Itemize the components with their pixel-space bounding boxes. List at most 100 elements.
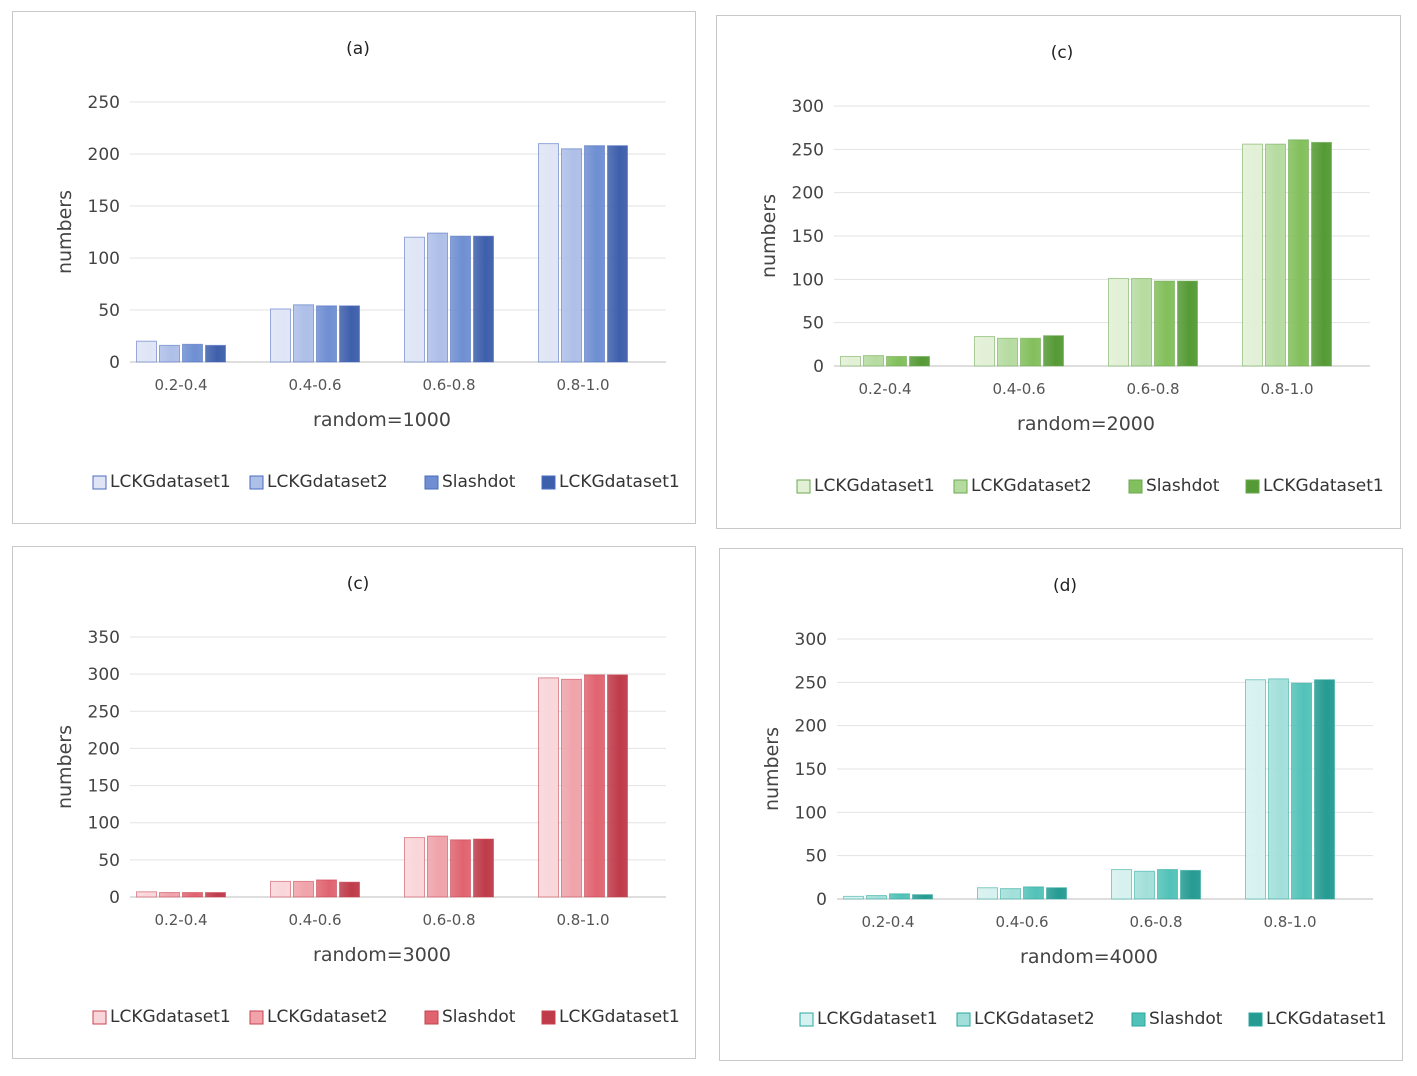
legend-swatch <box>249 475 264 490</box>
bar-lckgdataset1-0.2-0.4 <box>136 891 157 898</box>
bar-lckgdataset1-0.6-0.8 <box>404 837 425 898</box>
legend-swatch <box>1245 479 1260 494</box>
bar-lckgdataset2-0.4-0.6 <box>293 880 314 898</box>
bar-lckgdataset1-0.4-0.6 <box>974 336 995 367</box>
bar-slashdot-0.6-0.8 <box>1157 869 1178 900</box>
y-axis-label: numbers <box>758 194 780 278</box>
chart-panel-c-3000: (c) 0 50 100 150 200 250 300 350 numbers 0.2-0.4 0.… <box>12 546 696 1059</box>
x-category-label: 0.4-0.6 <box>995 913 1048 931</box>
y-tick-label: 250 <box>792 140 824 160</box>
x-category-label: 0.2-0.4 <box>861 913 914 931</box>
bar-chart-c-3000: (c) 0 50 100 150 200 250 300 350 numbers 0.2-0.4 0.… <box>54 574 680 1027</box>
bar-lckgdataset1-0.4-0.6 <box>1043 335 1064 367</box>
legend-label: LCKGdataset2 <box>974 1009 1095 1029</box>
legend-label: LCKGdataset1 <box>110 1007 231 1027</box>
chart-title: (c) <box>1051 43 1074 63</box>
legend-swatch <box>424 1010 439 1025</box>
legend-label: Slashdot <box>442 1007 516 1027</box>
bar-chart-c-2000: (c) 0 50 100 150 200 250 300 numbers 0.2-0.4 0.4-0… <box>758 43 1384 496</box>
bar-lckgdataset1-0.2-0.4 <box>205 344 226 363</box>
legend-swatch <box>1128 479 1143 494</box>
y-tick-label: 50 <box>98 301 120 321</box>
x-category-label: 0.8-1.0 <box>556 376 609 394</box>
legend-label: LCKGdataset1 <box>559 1007 680 1027</box>
y-tick-label: 150 <box>88 197 120 217</box>
y-tick-label: 100 <box>88 249 120 269</box>
legend-label: LCKGdataset1 <box>110 472 231 492</box>
bar-lckgdataset2-0.4-0.6 <box>997 337 1018 367</box>
x-axis-label: random=2000 <box>1017 413 1155 435</box>
legend-swatch <box>956 1012 971 1027</box>
legend-label: LCKGdataset1 <box>1263 476 1384 496</box>
bar-lckgdataset1-0.8-1.0 <box>607 674 628 898</box>
chart-panel-c-2000: (c) 0 50 100 150 200 250 300 numbers 0.2-0.4 0.4-0… <box>716 15 1401 529</box>
y-tick-label: 50 <box>802 314 824 334</box>
bar-lckgdataset1-0.4-0.6 <box>270 880 291 898</box>
bar-lckgdataset2-0.2-0.4 <box>863 355 884 367</box>
bar-lckgdataset2-0.4-0.6 <box>293 304 314 363</box>
y-tick-label: 50 <box>98 851 120 871</box>
x-category-label: 0.8-1.0 <box>556 911 609 929</box>
bar-lckgdataset1-0.4-0.6 <box>339 305 360 363</box>
y-tick-label: 150 <box>795 760 827 780</box>
bar-lckgdataset1-0.8-1.0 <box>1242 143 1263 367</box>
legend-label: LCKGdataset1 <box>814 476 935 496</box>
bar-lckgdataset2-0.6-0.8 <box>1131 277 1152 367</box>
bar-lckgdataset1-0.6-0.8 <box>404 236 425 363</box>
bar-slashdot-0.2-0.4 <box>182 892 203 898</box>
bar-lckgdataset1-0.8-1.0 <box>1311 141 1332 367</box>
legend-swatch <box>249 1010 264 1025</box>
bar-lckgdataset1-0.2-0.4 <box>205 892 226 898</box>
x-category-label: 0.2-0.4 <box>154 911 207 929</box>
y-tick-label: 250 <box>88 702 120 722</box>
bar-lckgdataset1-0.2-0.4 <box>843 895 864 900</box>
y-tick-label: 100 <box>88 814 120 834</box>
bar-lckgdataset1-0.6-0.8 <box>1108 277 1129 367</box>
legend-label: LCKGdataset1 <box>1266 1009 1387 1029</box>
bar-lckgdataset1-0.2-0.4 <box>840 355 861 367</box>
y-tick-label: 50 <box>805 847 827 867</box>
y-tick-label: 200 <box>88 145 120 165</box>
bar-lckgdataset1-0.4-0.6 <box>270 308 291 363</box>
bar-slashdot-0.4-0.6 <box>1023 886 1044 900</box>
bar-lckgdataset1-0.8-1.0 <box>538 677 559 898</box>
bar-lckgdataset1-0.4-0.6 <box>977 887 998 900</box>
bar-lckgdataset1-0.4-0.6 <box>339 881 360 898</box>
x-category-label: 0.4-0.6 <box>288 376 341 394</box>
legend-swatch <box>92 1010 107 1025</box>
legend-label: LCKGdataset1 <box>559 472 680 492</box>
bar-lckgdataset2-0.8-1.0 <box>1268 678 1289 900</box>
bar-slashdot-0.8-1.0 <box>1291 682 1312 900</box>
x-axis-label: random=1000 <box>313 409 451 431</box>
bar-slashdot-0.6-0.8 <box>450 235 471 363</box>
x-category-label: 0.4-0.6 <box>992 380 1045 398</box>
legend-swatch <box>541 475 556 490</box>
y-axis-label: numbers <box>54 725 76 809</box>
bar-slashdot-0.6-0.8 <box>450 839 471 898</box>
bar-lckgdataset1-0.8-1.0 <box>1245 679 1266 900</box>
bar-lckgdataset2-0.8-1.0 <box>561 148 582 363</box>
bar-lckgdataset2-0.2-0.4 <box>159 892 180 898</box>
x-category-label: 0.6-0.8 <box>422 911 475 929</box>
bar-slashdot-0.2-0.4 <box>889 893 910 900</box>
y-tick-label: 200 <box>88 739 120 759</box>
y-tick-label: 0 <box>109 353 120 373</box>
y-tick-label: 300 <box>795 630 827 650</box>
bar-lckgdataset1-0.8-1.0 <box>1314 679 1335 900</box>
y-tick-label: 0 <box>109 888 120 908</box>
y-axis-label: numbers <box>54 190 76 274</box>
legend-label: Slashdot <box>1149 1009 1223 1029</box>
chart-panel-a: (a) 0 50 100 150 200 250 numbers 0.2-0.4 0.4-0.6 0… <box>12 11 696 524</box>
bar-lckgdataset1-0.6-0.8 <box>473 235 494 363</box>
x-axis-label: random=3000 <box>313 944 451 966</box>
legend-swatch <box>424 475 439 490</box>
bar-slashdot-0.4-0.6 <box>1020 337 1041 367</box>
chart-title: (a) <box>346 39 370 59</box>
legend-label: Slashdot <box>1146 476 1220 496</box>
bar-lckgdataset1-0.6-0.8 <box>1177 280 1198 367</box>
y-tick-label: 350 <box>88 628 120 648</box>
y-tick-label: 150 <box>792 227 824 247</box>
bar-lckgdataset1-0.2-0.4 <box>136 340 157 363</box>
bar-lckgdataset2-0.2-0.4 <box>866 895 887 900</box>
legend-swatch <box>1131 1012 1146 1027</box>
